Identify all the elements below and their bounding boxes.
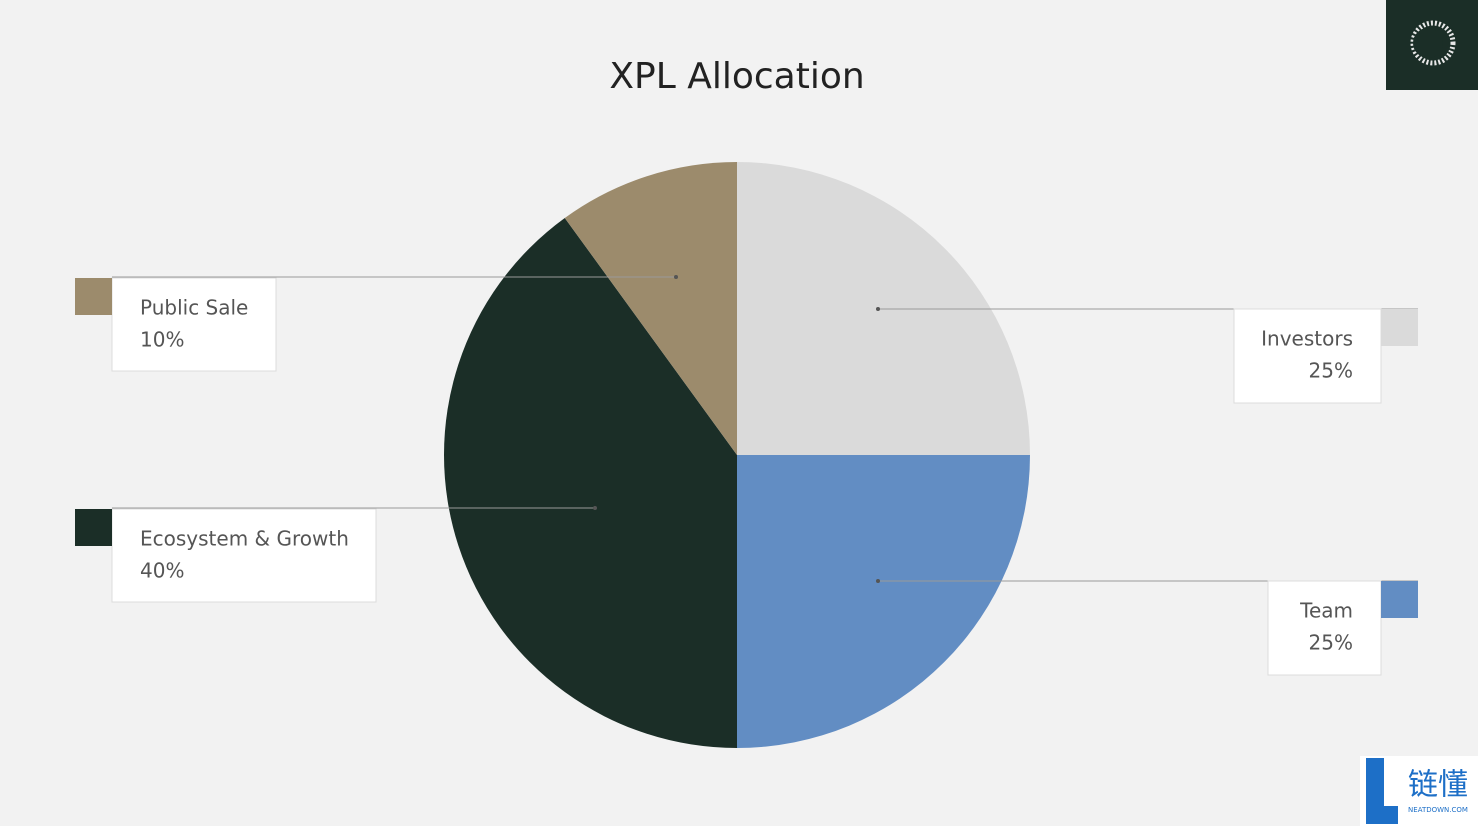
label-value: 25% — [1309, 359, 1353, 383]
label-name: Ecosystem & Growth — [140, 527, 349, 551]
label-value: 40% — [140, 559, 184, 583]
label-name: Team — [1299, 599, 1353, 623]
pie-slice — [444, 217, 737, 749]
label-value: 25% — [1309, 631, 1353, 655]
logo — [1386, 0, 1478, 90]
leader-dot — [876, 307, 880, 311]
legend-swatch — [1381, 581, 1418, 618]
leader-dot — [876, 579, 880, 583]
label-value: 10% — [140, 328, 184, 352]
label-box — [111, 277, 277, 372]
label-box — [1233, 308, 1382, 404]
label-box — [111, 508, 377, 603]
pie-slice — [564, 162, 737, 455]
label-name: Public Sale — [140, 296, 248, 320]
label-name: Investors — [1261, 327, 1353, 351]
legend-swatch — [75, 278, 112, 315]
leader-dot — [674, 275, 678, 279]
watermark-brand: 链懂 — [1408, 768, 1468, 803]
leader-dot — [593, 506, 597, 510]
chart-title: XPL Allocation — [609, 56, 864, 97]
pie-slice — [737, 455, 1030, 748]
legend-swatch — [75, 509, 112, 546]
watermark: 链懂 NEATDOWN.COM — [1360, 756, 1478, 826]
legend-swatch — [1381, 309, 1418, 346]
watermark-site: NEATDOWN.COM — [1408, 806, 1468, 814]
label-box — [1267, 580, 1382, 676]
